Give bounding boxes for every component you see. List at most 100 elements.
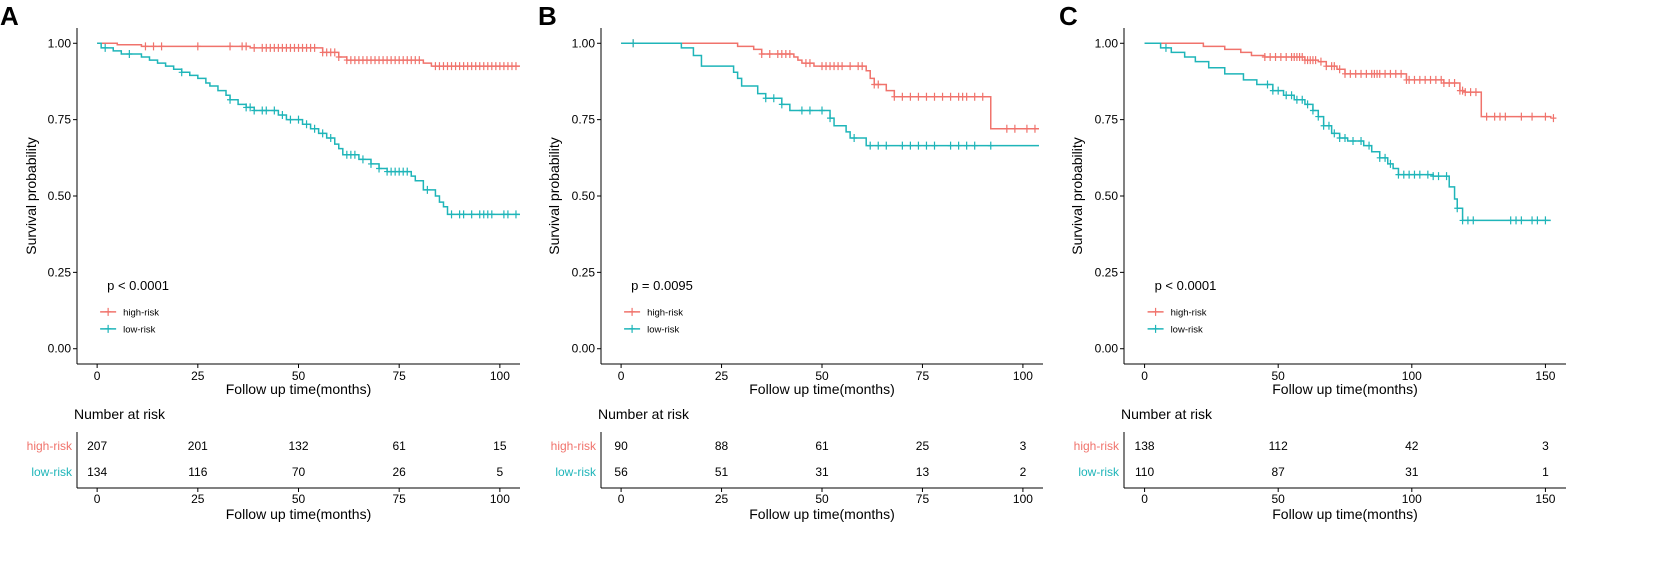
risk-count: 31: [815, 465, 829, 479]
risk-table-x-tick-label: 0: [94, 492, 101, 506]
censor-mark: [1550, 114, 1557, 123]
y-tick-label: 0.75: [1095, 113, 1119, 127]
y-axis-title: Survival probability: [546, 137, 562, 255]
y-tick-label: 1.00: [48, 36, 72, 50]
censor-mark: [778, 100, 785, 109]
censor-mark: [839, 62, 846, 71]
risk-table-x-tick-label: 100: [1402, 492, 1422, 506]
censor-mark: [947, 141, 954, 150]
km-curve-high-risk: [621, 42, 1039, 130]
censor-mark: [1272, 53, 1279, 62]
censor-mark: [758, 49, 765, 58]
censor-mark: [1491, 112, 1498, 121]
y-tick-label: 1.00: [572, 36, 596, 50]
risk-count: 3: [1020, 439, 1027, 453]
panel-letter: A: [0, 1, 19, 31]
y-tick-label: 0.75: [48, 113, 72, 127]
risk-table-x-tick-label: 50: [1272, 492, 1286, 506]
censor-mark: [971, 141, 978, 150]
risk-group-label-low-risk: low-risk: [1078, 465, 1120, 479]
censor-mark: [1446, 78, 1453, 87]
censor-mark: [1023, 124, 1030, 133]
risk-table-x-tick-label: 25: [715, 492, 729, 506]
risk-count: 15: [493, 439, 507, 453]
censor-mark: [630, 39, 637, 48]
censor-mark: [1382, 69, 1389, 78]
censor-mark: [1299, 95, 1306, 104]
legend: high-risk low-risk: [1147, 307, 1207, 335]
risk-table-title: Number at risk: [74, 406, 166, 422]
censor-mark: [1422, 75, 1429, 84]
km-series-low-risk: [97, 42, 520, 219]
km-series-high-risk: [1144, 42, 1557, 123]
censor-mark: [1406, 170, 1413, 179]
censor-mark: [971, 92, 978, 101]
legend: high-risk low-risk: [100, 307, 159, 335]
censor-mark: [907, 92, 914, 101]
risk-count: 207: [87, 439, 107, 453]
x-tick-label: 50: [815, 369, 829, 383]
censor-mark: [1261, 53, 1268, 62]
censor-mark: [1432, 75, 1439, 84]
y-tick-label: 1.00: [1095, 36, 1119, 50]
censor-mark: [1376, 153, 1383, 162]
censor-mark: [251, 106, 258, 115]
censor-mark: [987, 141, 994, 150]
risk-count: 5: [497, 465, 504, 479]
censor-mark: [512, 210, 519, 219]
censor-mark: [158, 42, 165, 51]
censor-mark: [1542, 112, 1549, 121]
risk-table-x-title: Follow up time(months): [749, 506, 895, 522]
censor-mark: [947, 92, 954, 101]
censor-mark: [883, 141, 890, 150]
risk-count: 134: [87, 465, 107, 479]
censor-mark: [899, 141, 906, 150]
x-tick-label: 50: [1272, 369, 1286, 383]
censor-mark: [1398, 69, 1405, 78]
risk-group-label-low-risk: low-risk: [31, 465, 73, 479]
censor-mark: [1011, 124, 1018, 133]
censor-mark: [1462, 88, 1469, 97]
risk-count: 51: [715, 465, 729, 479]
censor-mark: [1031, 124, 1038, 133]
censor-mark: [899, 92, 906, 101]
censor-mark: [963, 141, 970, 150]
risk-group-label-low-risk: low-risk: [555, 465, 597, 479]
x-tick-label: 100: [1402, 369, 1422, 383]
censor-mark: [1440, 78, 1447, 87]
legend-censor-mark: [105, 307, 112, 316]
risk-table: Number at risk high-risk 90 88 61 25 3 low-risk…: [551, 406, 1043, 522]
censor-mark: [251, 43, 258, 52]
censor-mark: [512, 62, 519, 71]
risk-count: 25: [916, 439, 930, 453]
panel-letter: B: [538, 1, 557, 31]
risk-table-x-tick-label: 50: [815, 492, 829, 506]
censor-mark: [227, 42, 234, 51]
risk-count: 3: [1542, 439, 1549, 453]
censor-mark: [1534, 216, 1541, 225]
censor-mark: [1358, 137, 1365, 146]
censor-mark: [311, 124, 318, 133]
censor-mark: [798, 106, 805, 115]
censor-mark: [1382, 153, 1389, 162]
censor-mark: [1467, 88, 1474, 97]
legend-item-low-risk: low-risk: [624, 324, 680, 335]
censor-mark: [351, 150, 358, 159]
risk-count: 87: [1272, 465, 1286, 479]
censor-mark: [263, 106, 270, 115]
censor-mark: [1358, 69, 1365, 78]
censor-mark: [1406, 75, 1413, 84]
censor-mark: [1304, 100, 1311, 109]
censor-mark: [1430, 172, 1437, 181]
censor-mark: [1427, 75, 1434, 84]
censor-mark: [1264, 80, 1271, 89]
p-value: p = 0.0095: [631, 278, 693, 293]
censor-mark: [1336, 133, 1343, 142]
censor-mark: [1483, 112, 1490, 121]
km-series-high-risk: [621, 39, 1039, 133]
censor-mark: [504, 210, 511, 219]
risk-table-title: Number at risk: [1121, 406, 1213, 422]
km-panel-b: B 0.00 0.25 0.50 0.75 1.00 0 25 50 75 100 Follow up…: [538, 1, 1043, 522]
censor-mark: [1331, 129, 1338, 138]
